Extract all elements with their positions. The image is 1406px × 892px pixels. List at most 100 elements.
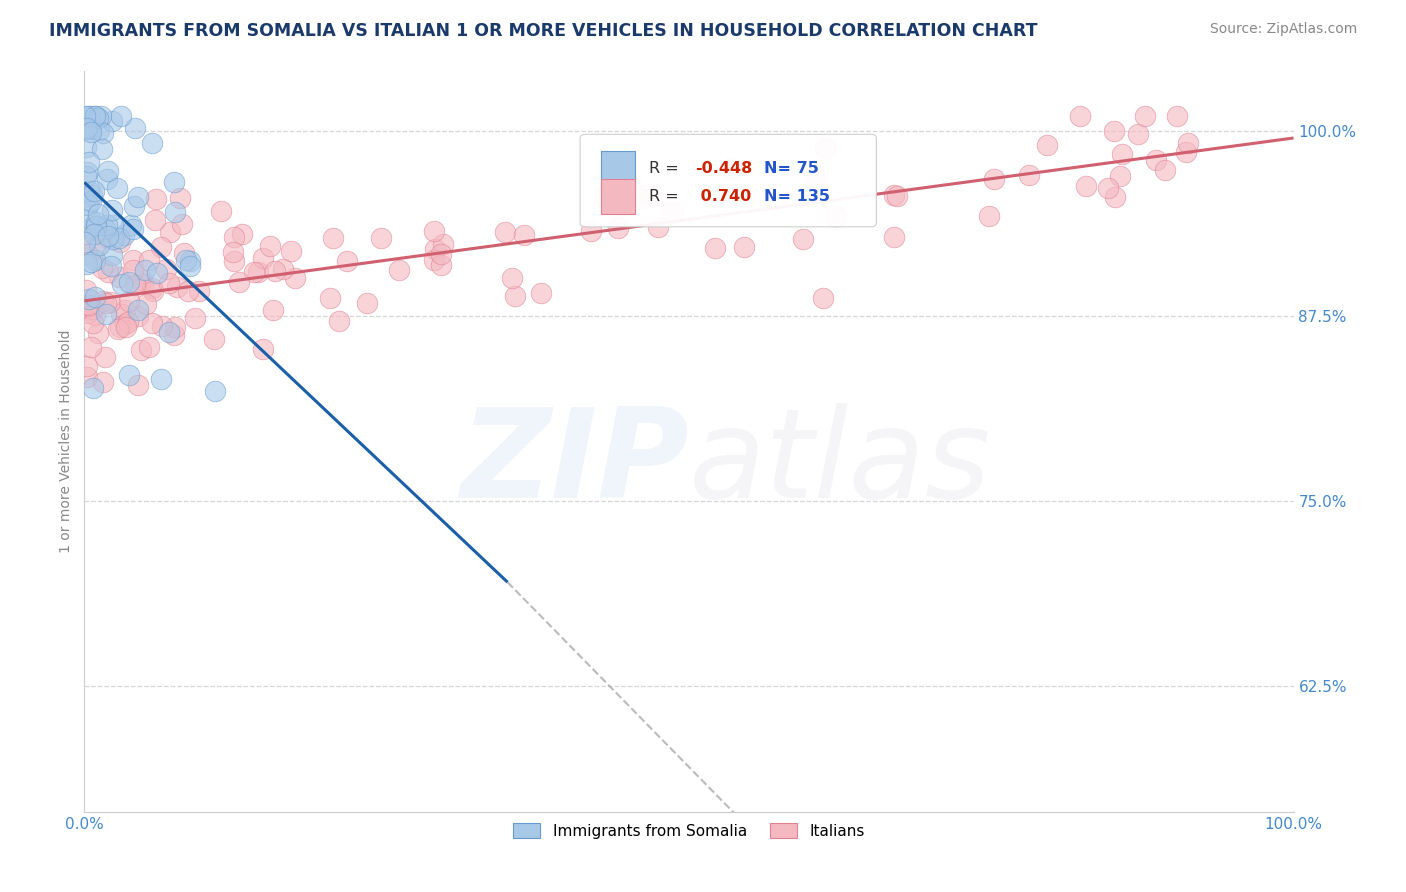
- Point: [733, 240, 755, 254]
- Point: [108, 231, 131, 245]
- Point: [643, 189, 665, 203]
- Point: [983, 171, 1005, 186]
- Point: [107, 322, 129, 336]
- Point: [79, 194, 101, 208]
- Point: [77, 299, 100, 313]
- Point: [114, 303, 136, 318]
- Point: [73, 227, 96, 242]
- Point: [1104, 190, 1126, 204]
- Point: [83, 290, 105, 304]
- Point: [124, 121, 146, 136]
- Point: [284, 271, 307, 285]
- Point: [429, 259, 451, 273]
- Point: [127, 190, 149, 204]
- Point: [1102, 123, 1125, 137]
- Point: [157, 326, 180, 340]
- Point: [82, 301, 104, 316]
- Point: [163, 175, 186, 189]
- Text: 0.740: 0.740: [695, 189, 751, 204]
- Point: [1018, 168, 1040, 182]
- Point: [94, 296, 117, 310]
- Point: [172, 217, 194, 231]
- Point: [76, 257, 98, 271]
- Point: [94, 230, 117, 244]
- Point: [118, 275, 141, 289]
- Point: [79, 122, 101, 136]
- Point: [91, 293, 114, 308]
- Text: N= 135: N= 135: [763, 189, 830, 204]
- Point: [1126, 127, 1149, 141]
- Point: [1109, 169, 1132, 183]
- Point: [149, 240, 172, 254]
- Point: [122, 262, 145, 277]
- Point: [138, 252, 160, 267]
- Point: [122, 222, 145, 236]
- Point: [84, 215, 107, 229]
- Point: [328, 314, 350, 328]
- Point: [80, 124, 103, 138]
- Point: [108, 319, 131, 334]
- Point: [117, 315, 139, 329]
- Point: [75, 109, 97, 123]
- Point: [163, 327, 186, 342]
- Point: [169, 191, 191, 205]
- Point: [319, 292, 342, 306]
- Point: [87, 122, 110, 136]
- Point: [127, 309, 149, 323]
- Point: [110, 277, 132, 291]
- Point: [1036, 138, 1059, 153]
- Point: [75, 140, 97, 154]
- Point: [90, 261, 112, 276]
- Point: [176, 284, 198, 298]
- Point: [593, 191, 616, 205]
- Point: [76, 165, 98, 179]
- Point: [703, 241, 725, 255]
- Point: [101, 202, 124, 217]
- Point: [252, 251, 274, 265]
- Point: [75, 121, 97, 136]
- Point: [97, 264, 120, 278]
- Point: [101, 114, 124, 128]
- Point: [262, 302, 284, 317]
- Point: [96, 218, 118, 232]
- Point: [661, 205, 683, 219]
- Point: [423, 252, 446, 267]
- Point: [883, 230, 905, 244]
- Point: [108, 235, 131, 250]
- Point: [143, 213, 166, 227]
- Point: [73, 235, 96, 249]
- Point: [432, 237, 454, 252]
- Point: [86, 207, 108, 221]
- Point: [108, 270, 131, 285]
- Point: [1069, 109, 1091, 123]
- FancyBboxPatch shape: [600, 178, 634, 214]
- Point: [98, 294, 121, 309]
- Point: [501, 271, 523, 285]
- Point: [131, 277, 153, 292]
- FancyBboxPatch shape: [581, 135, 876, 227]
- Point: [84, 241, 107, 255]
- Point: [77, 154, 100, 169]
- Point: [76, 247, 98, 261]
- Point: [811, 292, 834, 306]
- Point: [75, 283, 97, 297]
- Point: [228, 275, 250, 289]
- Point: [79, 109, 101, 123]
- Point: [814, 141, 837, 155]
- Point: [422, 224, 444, 238]
- Point: [628, 192, 651, 206]
- Point: [209, 204, 232, 219]
- Point: [135, 297, 157, 311]
- Text: -0.448: -0.448: [695, 161, 752, 176]
- Point: [120, 218, 142, 232]
- Point: [84, 109, 107, 123]
- Point: [84, 109, 107, 123]
- Point: [129, 343, 152, 358]
- Point: [97, 164, 120, 178]
- Point: [91, 375, 114, 389]
- Point: [174, 252, 197, 267]
- Point: [165, 319, 187, 334]
- Legend: Immigrants from Somalia, Italians: Immigrants from Somalia, Italians: [506, 816, 872, 845]
- Point: [204, 384, 226, 399]
- Point: [1175, 145, 1198, 160]
